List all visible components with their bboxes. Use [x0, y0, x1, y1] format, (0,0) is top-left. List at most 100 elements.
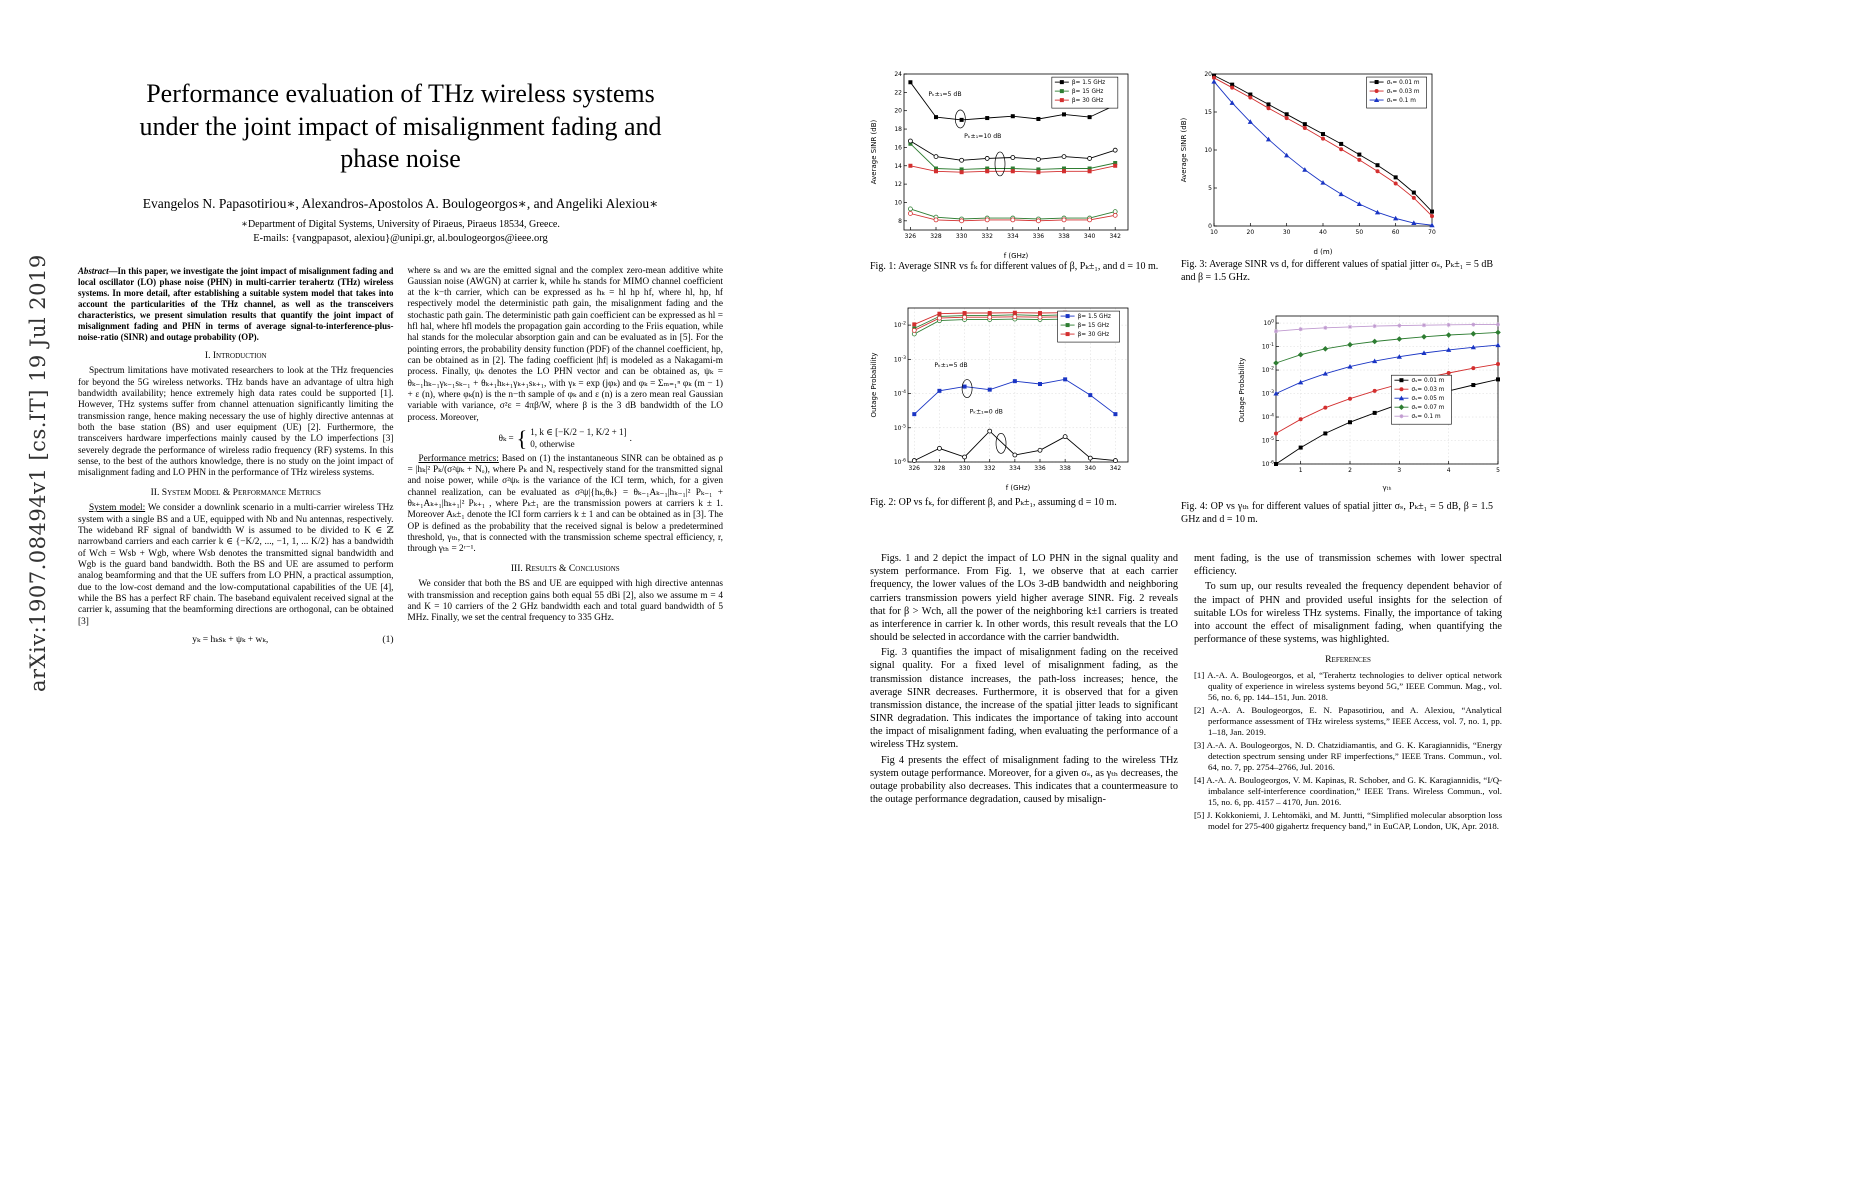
svg-text:10-4: 10-4: [1262, 413, 1274, 422]
svg-text:336: 336: [1033, 233, 1045, 240]
svg-text:10-6: 10-6: [894, 458, 906, 467]
svg-text:326: 326: [905, 233, 917, 240]
svg-text:10-2: 10-2: [894, 321, 906, 330]
svg-text:σₛ= 0.01 m: σₛ= 0.01 m: [1411, 378, 1444, 384]
svg-text:Pₖ±₁=5 dB: Pₖ±₁=5 dB: [928, 91, 961, 98]
reference-item: [3] A.-A. A. Boulogeorgos, N. D. Chatzid…: [1194, 740, 1502, 773]
svg-text:334: 334: [1007, 233, 1019, 240]
conclusion-paragraph: To sum up, our results revealed the freq…: [1194, 581, 1502, 646]
svg-text:334: 334: [1009, 465, 1021, 472]
svg-text:10-2: 10-2: [1262, 366, 1274, 375]
page-2: 326 328 330 332 334 336 338 340 342 8 10 12 14 16 18 20…: [868, 60, 1528, 1180]
arxiv-watermark: arXiv:1907.08494v1 [cs.IT] 19 Jul 2019: [26, 254, 50, 692]
svg-text:328: 328: [930, 233, 942, 240]
svg-text:340: 340: [1085, 465, 1097, 472]
phn-cases-equation: θₖ = { 1, k ∈ [−K/2 − 1, K/2 + 1] 0, oth…: [408, 427, 724, 451]
page-1-column-1: Abstract—In this paper, we investigate t…: [78, 266, 394, 651]
svg-text:5: 5: [1208, 185, 1212, 192]
svg-text:18: 18: [894, 126, 902, 133]
svg-text:20: 20: [1204, 71, 1212, 78]
svg-text:β= 15 GHz: β= 15 GHz: [1072, 89, 1104, 95]
svg-text:10-3: 10-3: [1262, 389, 1274, 398]
system-model-text: We consider a downlink scenario in a mul…: [78, 503, 394, 627]
figure-2-caption: Fig. 2: OP vs fₖ, for different β, and P…: [870, 497, 1117, 508]
svg-text:10-5: 10-5: [894, 423, 906, 432]
svg-text:10-5: 10-5: [1262, 436, 1274, 445]
theta-cases: 1, k ∈ [−K/2 − 1, K/2 + 1] 0, otherwise: [530, 427, 626, 451]
svg-text:342: 342: [1109, 233, 1121, 240]
svg-text:σₛ= 0.01 m: σₛ= 0.01 m: [1387, 80, 1420, 86]
svg-text:Pₖ±₁=0 dB: Pₖ±₁=0 dB: [970, 409, 1003, 416]
svg-text:340: 340: [1084, 233, 1096, 240]
affiliation-line: ∗Department of Digital Systems, Universi…: [241, 218, 560, 230]
reference-item: [2] A.-A. A. Boulogeorgos, E. N. Papasot…: [1194, 705, 1502, 738]
section-heading-introduction: I. Introduction: [204, 349, 267, 361]
svg-text:σₛ= 0.07 m: σₛ= 0.07 m: [1411, 405, 1444, 411]
performance-metrics-paragraph: Performance metrics: Based on (1) the in…: [408, 454, 724, 556]
discussion-paragraph-3: Fig 4 presents the effect of misalignmen…: [870, 754, 1178, 806]
svg-text:15: 15: [1204, 109, 1212, 116]
section-heading-results: III. Results & Conclusions: [510, 562, 620, 574]
page-1: Performance evaluation of THz wireless s…: [78, 78, 723, 651]
svg-text:β= 30 GHz: β= 30 GHz: [1072, 98, 1104, 104]
theta-case-1: 1, k ∈ [−K/2 − 1, K/2 + 1]: [530, 427, 627, 438]
svg-text:Outage Probability: Outage Probability: [870, 353, 878, 418]
section-heading-system-model: II. System Model & Performance Metrics: [150, 486, 321, 498]
svg-text:330: 330: [959, 465, 971, 472]
page-2-column-1: Figs. 1 and 2 depict the impact of LO PH…: [870, 552, 1178, 834]
page-2-column-2: ment fading, is the use of transmission …: [1194, 552, 1502, 834]
svg-text:330: 330: [956, 233, 968, 240]
discussion-paragraph-4: ment fading, is the use of transmission …: [1194, 553, 1502, 578]
svg-text:0: 0: [1208, 223, 1212, 230]
authors-line: Evangelos N. Papasotiriou∗, Alexandros-A…: [142, 195, 659, 211]
reference-item: [1] A.-A. A. Boulogeorgos, et al, “Terah…: [1194, 670, 1502, 703]
svg-text:Pₖ±₁=5 dB: Pₖ±₁=5 dB: [934, 362, 967, 369]
svg-text:Pₖ±₁=10 dB: Pₖ±₁=10 dB: [964, 133, 1001, 140]
svg-text:σₛ= 0.1 m: σₛ= 0.1 m: [1387, 98, 1417, 104]
svg-text:100: 100: [1263, 319, 1274, 328]
figure-1-plot: 326 328 330 332 334 336 338 340 342 8 10 12 14 16 18 20…: [870, 71, 1129, 260]
svg-text:Average SINR (dB): Average SINR (dB): [1180, 117, 1188, 182]
performance-metrics-text: Based on (1) the instantaneous SINR can …: [407, 453, 724, 555]
svg-text:40: 40: [1319, 229, 1327, 236]
svg-text:326: 326: [909, 465, 921, 472]
brace-glyph: {: [516, 425, 528, 451]
svg-text:328: 328: [934, 465, 946, 472]
svg-text:β= 1.5 GHz: β= 1.5 GHz: [1072, 80, 1105, 86]
introduction-paragraph: Spectrum limitations have motivated rese…: [78, 366, 394, 479]
system-model-paragraph: System model: We consider a downlink sce…: [78, 503, 394, 628]
performance-metrics-lead: Performance metrics:: [418, 453, 499, 464]
svg-text:1: 1: [1299, 467, 1303, 474]
theta-case-2: 0, otherwise: [530, 438, 575, 449]
svg-text:β= 30 GHz: β= 30 GHz: [1078, 332, 1110, 338]
svg-text:70: 70: [1428, 229, 1436, 236]
svg-text:γₜₕ: γₜₕ: [1382, 484, 1391, 492]
svg-text:5: 5: [1496, 467, 1500, 474]
svg-text:σₛ= 0.03 m: σₛ= 0.03 m: [1411, 387, 1444, 393]
svg-text:336: 336: [1034, 465, 1046, 472]
svg-text:f (GHz): f (GHz): [1006, 484, 1031, 492]
emails-line: E-mails: {vangpapasot, alexiou}@unipi.gr…: [253, 232, 548, 244]
svg-text:50: 50: [1356, 229, 1364, 236]
reference-item: [5] J. Kokkoniemi, J. Lehtomäki, and M. …: [1194, 810, 1502, 832]
svg-text:332: 332: [984, 465, 996, 472]
discussion-paragraph-1: Figs. 1 and 2 depict the impact of LO PH…: [870, 553, 1178, 644]
svg-text:16: 16: [894, 144, 902, 151]
svg-text:σₛ= 0.03 m: σₛ= 0.03 m: [1387, 89, 1420, 95]
svg-text:22: 22: [894, 89, 902, 96]
svg-text:30: 30: [1283, 229, 1291, 236]
abstract-text: —In this paper, we investigate the joint…: [78, 265, 394, 342]
svg-text:Average SINR (dB): Average SINR (dB): [870, 119, 878, 184]
svg-text:342: 342: [1110, 465, 1122, 472]
svg-text:10-6: 10-6: [1262, 460, 1274, 469]
svg-text:f (GHz): f (GHz): [1004, 252, 1029, 260]
svg-text:10-3: 10-3: [894, 355, 906, 364]
svg-text:8: 8: [898, 218, 902, 225]
svg-text:338: 338: [1059, 465, 1071, 472]
svg-text:20: 20: [894, 108, 902, 115]
svg-text:σₛ= 0.1 m: σₛ= 0.1 m: [1411, 414, 1441, 420]
discussion-paragraph-2: Fig. 3 quantifies the impact of misalign…: [870, 647, 1178, 751]
svg-text:10-1: 10-1: [1262, 342, 1274, 351]
figure-4-plot: 1 2 3 4 5 100 10-1 10-2 10-3 10-4 10-5 10-6 γₜₕ Outag…: [1238, 315, 1501, 492]
svg-text:10: 10: [1210, 229, 1218, 236]
